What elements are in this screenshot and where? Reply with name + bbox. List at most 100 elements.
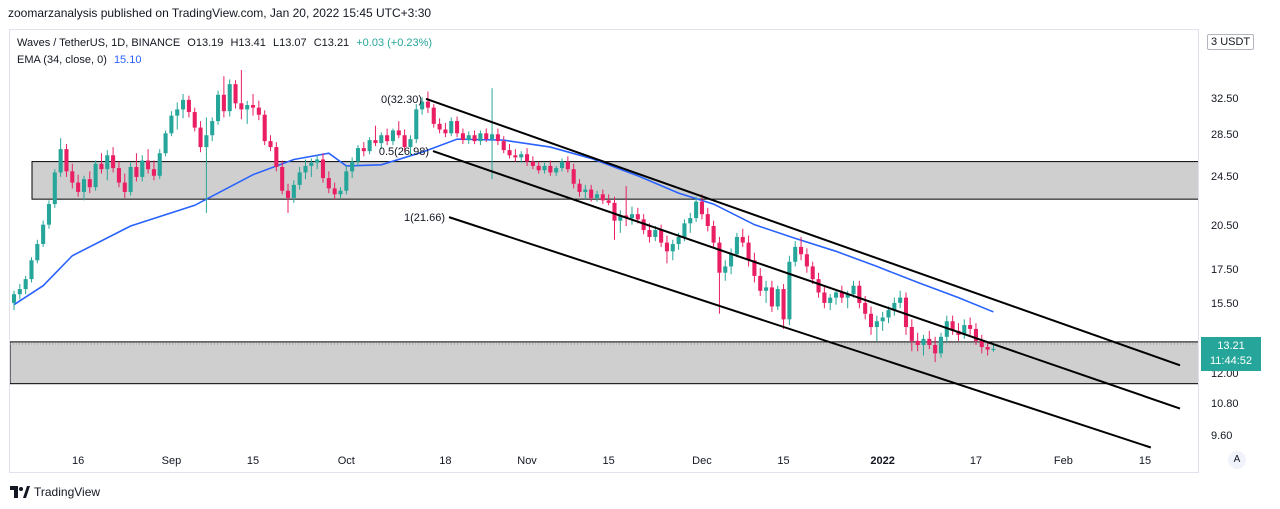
- candle-body: [274, 147, 279, 167]
- high-value: H13.41: [230, 37, 266, 49]
- candle: [478, 130, 483, 146]
- candle-body: [221, 94, 226, 112]
- candle-body: [938, 336, 944, 354]
- tradingview-brand[interactable]: TradingView: [10, 485, 100, 499]
- candle: [396, 121, 401, 139]
- candle: [332, 182, 337, 200]
- candle: [839, 285, 844, 303]
- candle: [233, 80, 238, 109]
- candle: [309, 158, 314, 177]
- candle: [822, 285, 827, 309]
- candle: [338, 187, 343, 198]
- candle-body: [414, 109, 419, 140]
- candle-body: [23, 279, 28, 290]
- candle-body: [559, 161, 565, 169]
- price-tick-label: 9.60: [1211, 430, 1233, 443]
- candle-body: [332, 188, 337, 195]
- low-value: L13.07: [272, 37, 307, 49]
- candle: [600, 189, 605, 205]
- candle-body: [979, 340, 984, 348]
- candle-body: [851, 285, 856, 295]
- candle: [799, 236, 804, 261]
- candle: [554, 165, 559, 176]
- candle-body: [822, 292, 827, 303]
- candle: [175, 102, 180, 130]
- time-tick-label: 18: [439, 455, 452, 467]
- candle-body: [256, 107, 261, 115]
- candle: [962, 319, 967, 339]
- candle-body: [210, 121, 215, 136]
- fib-level-label: 0.5(26.98): [379, 146, 429, 158]
- candle-body: [122, 182, 127, 192]
- candle-body: [985, 347, 990, 350]
- candle: [245, 100, 250, 124]
- last-price-value: 13.21: [1217, 340, 1245, 352]
- candle-body: [734, 236, 739, 255]
- candle: [379, 132, 384, 150]
- candle-body: [367, 140, 372, 152]
- candle: [443, 122, 448, 138]
- candle-body: [729, 254, 734, 267]
- candle: [116, 161, 121, 188]
- candle: [87, 171, 92, 194]
- candle: [280, 160, 285, 195]
- candle: [17, 284, 22, 300]
- candle-body: [280, 166, 285, 191]
- auto-scale-button[interactable]: A: [1228, 451, 1246, 469]
- candle-body: [903, 297, 909, 327]
- candle-body: [437, 123, 442, 130]
- candle-body: [694, 201, 699, 219]
- candle-body: [647, 230, 652, 237]
- candle: [169, 111, 174, 137]
- candle-body: [204, 135, 209, 148]
- chart-pane[interactable]: [9, 29, 1199, 473]
- candle-body: [151, 169, 156, 176]
- candle: [297, 166, 302, 190]
- time-tick-label: 17: [969, 455, 983, 467]
- candle-body: [542, 165, 547, 171]
- currency-button[interactable]: 3 USDT: [1207, 34, 1255, 50]
- candle-body: [711, 226, 716, 243]
- candle: [938, 332, 944, 358]
- candle: [221, 76, 226, 118]
- candle-body: [134, 166, 139, 177]
- candle: [41, 220, 46, 247]
- candle: [210, 117, 215, 142]
- candle-body: [933, 344, 938, 354]
- candle: [46, 200, 52, 229]
- candle: [746, 235, 751, 267]
- price-tick-label: 24.50: [1211, 171, 1239, 184]
- candle-body: [408, 139, 413, 148]
- candle: [350, 157, 355, 179]
- candle: [868, 306, 874, 335]
- candle: [484, 128, 489, 143]
- time-tick-label: Nov: [517, 455, 537, 467]
- candle: [886, 306, 891, 324]
- candle-body: [793, 246, 798, 262]
- candle-body: [583, 189, 588, 192]
- candle-body: [717, 242, 722, 273]
- candle-body: [752, 260, 757, 276]
- candle: [571, 163, 576, 189]
- price-tick-label: 12.00: [1211, 368, 1239, 381]
- candle-body: [880, 317, 885, 322]
- candle-body: [163, 133, 168, 154]
- candle: [688, 212, 693, 233]
- candle-body: [87, 179, 92, 188]
- candle-body: [157, 153, 162, 176]
- time-tick-label: 16: [72, 455, 85, 467]
- candle-body: [927, 338, 932, 345]
- candle-body: [420, 101, 425, 110]
- candle-body: [245, 105, 250, 110]
- candle-body: [600, 194, 605, 201]
- candle-body: [373, 140, 378, 144]
- candle-body: [816, 279, 821, 293]
- candle: [991, 344, 996, 352]
- candle-body: [291, 184, 296, 198]
- time-tick-label: Dec: [692, 455, 712, 467]
- candle-body: [799, 246, 804, 255]
- candle: [933, 336, 938, 362]
- candle-body: [828, 297, 833, 303]
- candle: [198, 121, 203, 153]
